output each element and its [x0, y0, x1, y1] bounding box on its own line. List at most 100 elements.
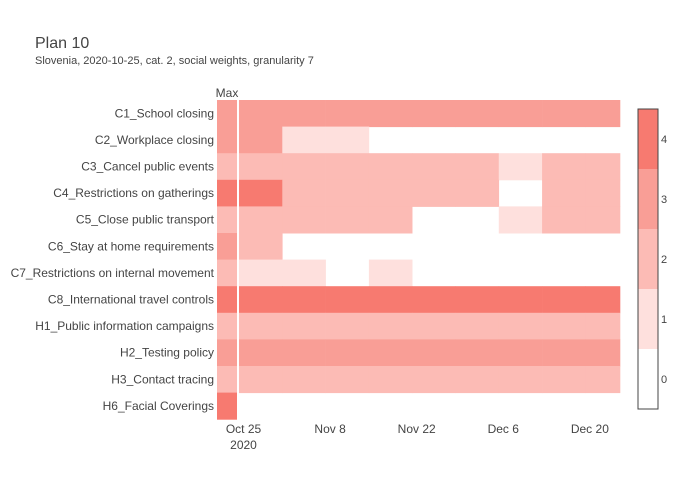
heatmap-cell — [239, 126, 283, 154]
max-cell — [217, 392, 237, 420]
heatmap-cell — [498, 339, 543, 367]
max-cell — [217, 100, 237, 128]
heatmap-cell — [239, 339, 283, 367]
row-label: C4_Restrictions on gatherings — [53, 186, 214, 200]
row-label: H6_Facial Coverings — [103, 399, 214, 413]
row-label: C2_Workplace closing — [95, 133, 214, 147]
x-tick-label: Oct 25 — [226, 422, 262, 436]
heatmap-cell — [239, 233, 283, 261]
row-labels: C1_School closing C2_Workplace closing C3_… — [11, 106, 215, 413]
max-cell — [217, 126, 237, 154]
heatmap-cell — [585, 366, 621, 394]
heatmap-cell — [542, 366, 586, 394]
max-cell — [217, 233, 237, 261]
heatmap-cell — [282, 259, 326, 287]
colorbar-tick-label: 2 — [661, 254, 667, 266]
heatmap-cell — [239, 259, 283, 287]
heatmap-cell — [282, 312, 326, 340]
colorbar-segment — [638, 169, 658, 229]
heatmap-cell — [368, 179, 413, 207]
max-cell — [217, 259, 237, 287]
heatmap-cell — [325, 100, 370, 128]
x-tick-label: Dec 6 — [488, 422, 520, 436]
heatmap-cell — [282, 153, 326, 181]
heatmap-cell — [585, 179, 621, 207]
heatmap-cell — [585, 206, 621, 234]
heatmap-cell — [542, 100, 586, 128]
heatmap-cell — [368, 100, 413, 128]
heatmap-cell — [585, 153, 621, 181]
heatmap-cell — [585, 286, 621, 314]
heatmap-cell — [498, 286, 543, 314]
heatmap-cell — [282, 339, 326, 367]
heatmap-cell — [412, 339, 456, 367]
colorbar-segment — [638, 349, 658, 409]
max-cell — [217, 339, 237, 367]
heatmap-cell — [325, 126, 370, 154]
heatmap-cell — [325, 179, 370, 207]
heatmap-cell — [239, 312, 283, 340]
row-label: H1_Public information campaigns — [35, 319, 214, 333]
heatmap-cell — [282, 100, 326, 128]
x-tick-label: Nov 22 — [398, 422, 436, 436]
row-label: C5_Close public transport — [76, 213, 215, 227]
heatmap-cell — [412, 366, 456, 394]
heatmap-cell — [282, 366, 326, 394]
heatmap-cell — [239, 153, 283, 181]
heatmap-cell — [412, 312, 456, 340]
heatmap-cell — [498, 100, 543, 128]
row-label: C1_School closing — [115, 106, 214, 120]
colorbar-segment — [638, 229, 658, 289]
colorbar-outline — [637, 108, 659, 410]
heatmap-cell — [368, 366, 413, 394]
heatmap-cells — [239, 100, 621, 394]
colorbar-tick-label: 3 — [661, 194, 667, 206]
heatmap-cell — [455, 153, 500, 181]
heatmap-cell — [282, 179, 326, 207]
heatmap-cell — [368, 153, 413, 181]
heatmap-cell — [325, 339, 370, 367]
heatmap-cell — [368, 206, 413, 234]
row-label: H2_Testing policy — [120, 346, 214, 360]
heatmap-cell — [368, 339, 413, 367]
colorbar-tick-label: 4 — [661, 134, 667, 146]
chart-subtitle: Slovenia, 2020-10-25, cat. 2, social wei… — [35, 55, 314, 67]
heatmap-cell — [325, 312, 370, 340]
row-label: H3_Contact tracing — [111, 372, 214, 386]
heatmap-cell — [325, 206, 370, 234]
colorbar-tick-label: 1 — [661, 314, 667, 326]
colorbar: 0 1 2 3 4 — [637, 108, 667, 410]
max-cell — [217, 153, 237, 181]
heatmap-cell — [542, 206, 586, 234]
heatmap-cell — [498, 312, 543, 340]
heatmap-cell — [542, 286, 586, 314]
heatmap-cell — [282, 206, 326, 234]
heatmap-cell — [368, 312, 413, 340]
max-cell — [217, 179, 237, 207]
heatmap-cell — [412, 286, 456, 314]
heatmap-cell — [239, 286, 283, 314]
colorbar-tick-label: 0 — [661, 374, 667, 386]
max-cell — [217, 312, 237, 340]
heatmap-cell — [498, 153, 543, 181]
max-cell — [217, 286, 237, 314]
row-label: C7_Restrictions on internal movement — [11, 266, 215, 280]
heatmap-cell — [325, 366, 370, 394]
heatmap-cell — [368, 259, 413, 287]
heatmap-cell — [542, 153, 586, 181]
colorbar-segment — [638, 289, 658, 349]
heatmap-cell — [455, 366, 500, 394]
heatmap-cell — [239, 100, 283, 128]
heatmap-cell — [325, 286, 370, 314]
x-axis-ticks: Oct 25 Nov 8 Nov 22 Dec 6 Dec 20 — [226, 422, 609, 436]
max-column — [217, 100, 237, 420]
heatmap-cell — [282, 286, 326, 314]
row-label: C8_International travel controls — [48, 293, 214, 307]
chart-title: Plan 10 — [35, 35, 90, 52]
x-tick-label: Dec 20 — [571, 422, 609, 436]
row-label: C6_Stay at home requirements — [48, 239, 214, 253]
heatmap-cell — [585, 100, 621, 128]
heatmap-cell — [498, 206, 543, 234]
heatmap-cell — [542, 339, 586, 367]
